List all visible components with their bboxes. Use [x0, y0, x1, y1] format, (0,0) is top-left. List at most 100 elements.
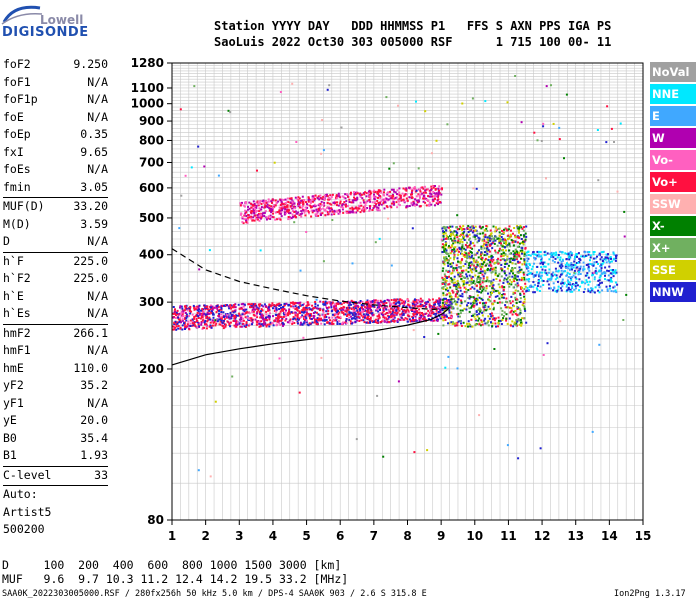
- echo-point: [263, 320, 266, 323]
- echo-point: [352, 300, 355, 303]
- echo-point: [482, 305, 485, 308]
- param-note: Auto:: [3, 487, 38, 501]
- echo-point: [277, 319, 279, 321]
- echo-point: [278, 212, 281, 215]
- echo-point: [447, 355, 450, 358]
- echo-point: [461, 271, 464, 274]
- echo-point: [450, 234, 452, 237]
- echo-point: [331, 316, 334, 319]
- echo-point: [465, 260, 468, 263]
- echo-point: [374, 191, 377, 193]
- echo-point: [441, 315, 444, 318]
- echo-point: [539, 251, 542, 254]
- echo-point: [355, 302, 358, 305]
- echo-point: [294, 305, 297, 308]
- echo-point: [271, 201, 273, 204]
- echo-point: [421, 312, 423, 314]
- echo-point: [450, 321, 453, 324]
- echo-point: [293, 317, 296, 320]
- echo-point: [581, 280, 583, 283]
- echo-point: [276, 320, 279, 323]
- param-value: N/A: [87, 234, 108, 248]
- echo-point: [589, 259, 591, 262]
- echo-point: [365, 195, 368, 198]
- echo-point: [354, 310, 357, 313]
- echo-point: [243, 218, 246, 221]
- echo-point: [460, 301, 463, 304]
- echo-point: [178, 318, 181, 321]
- echo-point: [174, 317, 177, 319]
- echo-point: [175, 325, 178, 328]
- echo-point: [584, 254, 587, 257]
- echo-point: [480, 320, 483, 323]
- echo-point: [373, 189, 376, 192]
- echo-point: [422, 317, 425, 320]
- param-label: foF1p: [3, 92, 38, 106]
- echo-point: [368, 198, 371, 201]
- echo-point: [229, 311, 232, 314]
- echo-point: [368, 318, 371, 320]
- echo-point: [270, 211, 273, 214]
- echo-point: [257, 307, 260, 310]
- echo-point: [250, 319, 253, 322]
- echo-point: [294, 216, 297, 219]
- echo-point: [348, 210, 351, 213]
- echo-point: [442, 324, 445, 327]
- echo-point: [473, 244, 476, 247]
- echo-point: [444, 284, 447, 287]
- echo-point: [565, 258, 568, 261]
- echo-point: [188, 307, 191, 310]
- echo-point: [259, 213, 262, 216]
- echo-point: [463, 254, 466, 257]
- echo-point: [528, 278, 531, 280]
- echo-point: [321, 119, 324, 121]
- echo-point: [441, 301, 444, 304]
- echo-point: [415, 195, 418, 198]
- echo-point: [560, 289, 563, 292]
- echo-point: [278, 315, 281, 318]
- echo-point: [419, 303, 422, 306]
- echo-point: [174, 321, 177, 324]
- echo-point: [385, 96, 388, 99]
- echo-point: [324, 319, 326, 322]
- echo-point: [459, 240, 462, 243]
- echo-point: [365, 307, 368, 310]
- echo-point: [301, 199, 304, 202]
- echo-point: [425, 198, 428, 201]
- echo-point: [488, 250, 491, 253]
- echo-point: [346, 306, 349, 309]
- echo-point: [568, 264, 571, 267]
- echo-point: [252, 216, 255, 219]
- echo-point: [456, 367, 459, 370]
- echo-point: [454, 324, 457, 327]
- echo-point: [294, 210, 297, 213]
- echo-point: [591, 430, 594, 433]
- echo-point: [514, 75, 517, 77]
- echo-point: [519, 309, 522, 312]
- echo-point: [273, 304, 276, 307]
- echo-point: [364, 316, 366, 319]
- echo-point: [314, 303, 317, 305]
- echo-point: [496, 275, 499, 278]
- echo-point: [386, 306, 389, 309]
- echo-point: [313, 318, 316, 321]
- echo-point: [366, 311, 369, 314]
- echo-point: [459, 304, 462, 307]
- echo-point: [255, 201, 258, 204]
- echo-point: [451, 281, 454, 284]
- echo-point: [348, 306, 351, 309]
- echo-point: [290, 197, 293, 200]
- echo-point: [401, 302, 404, 305]
- echo-point: [258, 320, 261, 323]
- echo-point: [390, 314, 393, 317]
- echo-point: [503, 228, 505, 231]
- echo-point: [305, 208, 308, 211]
- echo-point: [539, 271, 542, 274]
- echo-point: [255, 206, 258, 209]
- echo-point: [185, 325, 188, 328]
- echo-point: [503, 293, 506, 296]
- echo-point: [193, 306, 196, 308]
- echo-point: [343, 301, 346, 304]
- echo-point: [320, 200, 323, 203]
- echo-point: [210, 306, 212, 309]
